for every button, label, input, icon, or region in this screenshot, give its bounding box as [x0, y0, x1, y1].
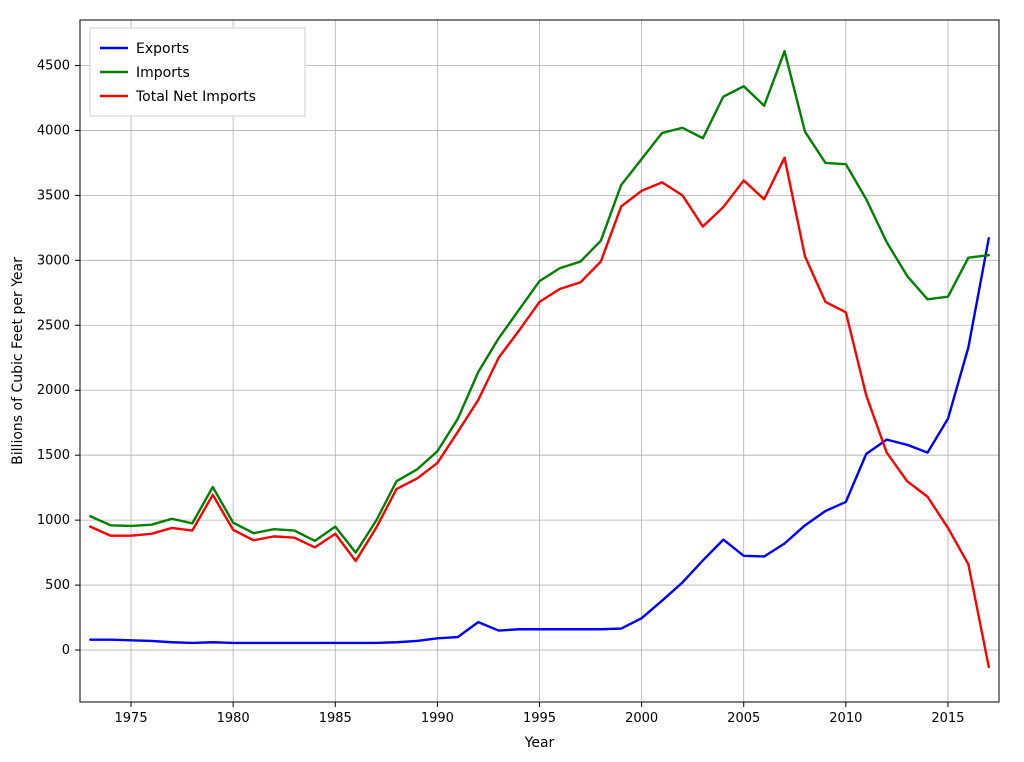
y-tick-label: 500 [45, 578, 70, 593]
y-tick-label: 1000 [37, 513, 70, 528]
x-axis-label: Year [524, 735, 555, 751]
x-tick-label: 2000 [625, 711, 658, 726]
chart-container: 1975 1980 1985 1990 1995 2000 2005 2010 2015 0 500… [0, 0, 1024, 762]
legend-label: Exports [136, 41, 189, 57]
x-tick-label: 1990 [421, 711, 454, 726]
y-tick-label: 0 [62, 643, 70, 658]
x-tick-label: 1985 [319, 711, 352, 726]
x-tick-label: 1975 [115, 711, 148, 726]
x-tick-label: 2015 [931, 711, 964, 726]
legend-label: Total Net Imports [135, 89, 256, 105]
y-tick-label: 1500 [37, 448, 70, 463]
y-axis-label: Billions of Cubic Feet per Year [10, 257, 26, 465]
y-tick-label: 4500 [37, 58, 70, 73]
legend-label: Imports [136, 65, 190, 81]
line-chart: 1975 1980 1985 1990 1995 2000 2005 2010 2015 0 500… [0, 0, 1024, 762]
y-tick-label: 3500 [37, 188, 70, 203]
legend: Exports Imports Total Net Imports [90, 28, 305, 116]
x-tick-label: 2005 [727, 711, 760, 726]
x-tick-label: 1995 [523, 711, 556, 726]
x-tick-label: 1980 [217, 711, 250, 726]
x-tick-label: 2010 [829, 711, 862, 726]
y-tick-label: 2500 [37, 318, 70, 333]
y-tick-label: 3000 [37, 253, 70, 268]
y-tick-label: 2000 [37, 383, 70, 398]
y-tick-label: 4000 [37, 123, 70, 138]
